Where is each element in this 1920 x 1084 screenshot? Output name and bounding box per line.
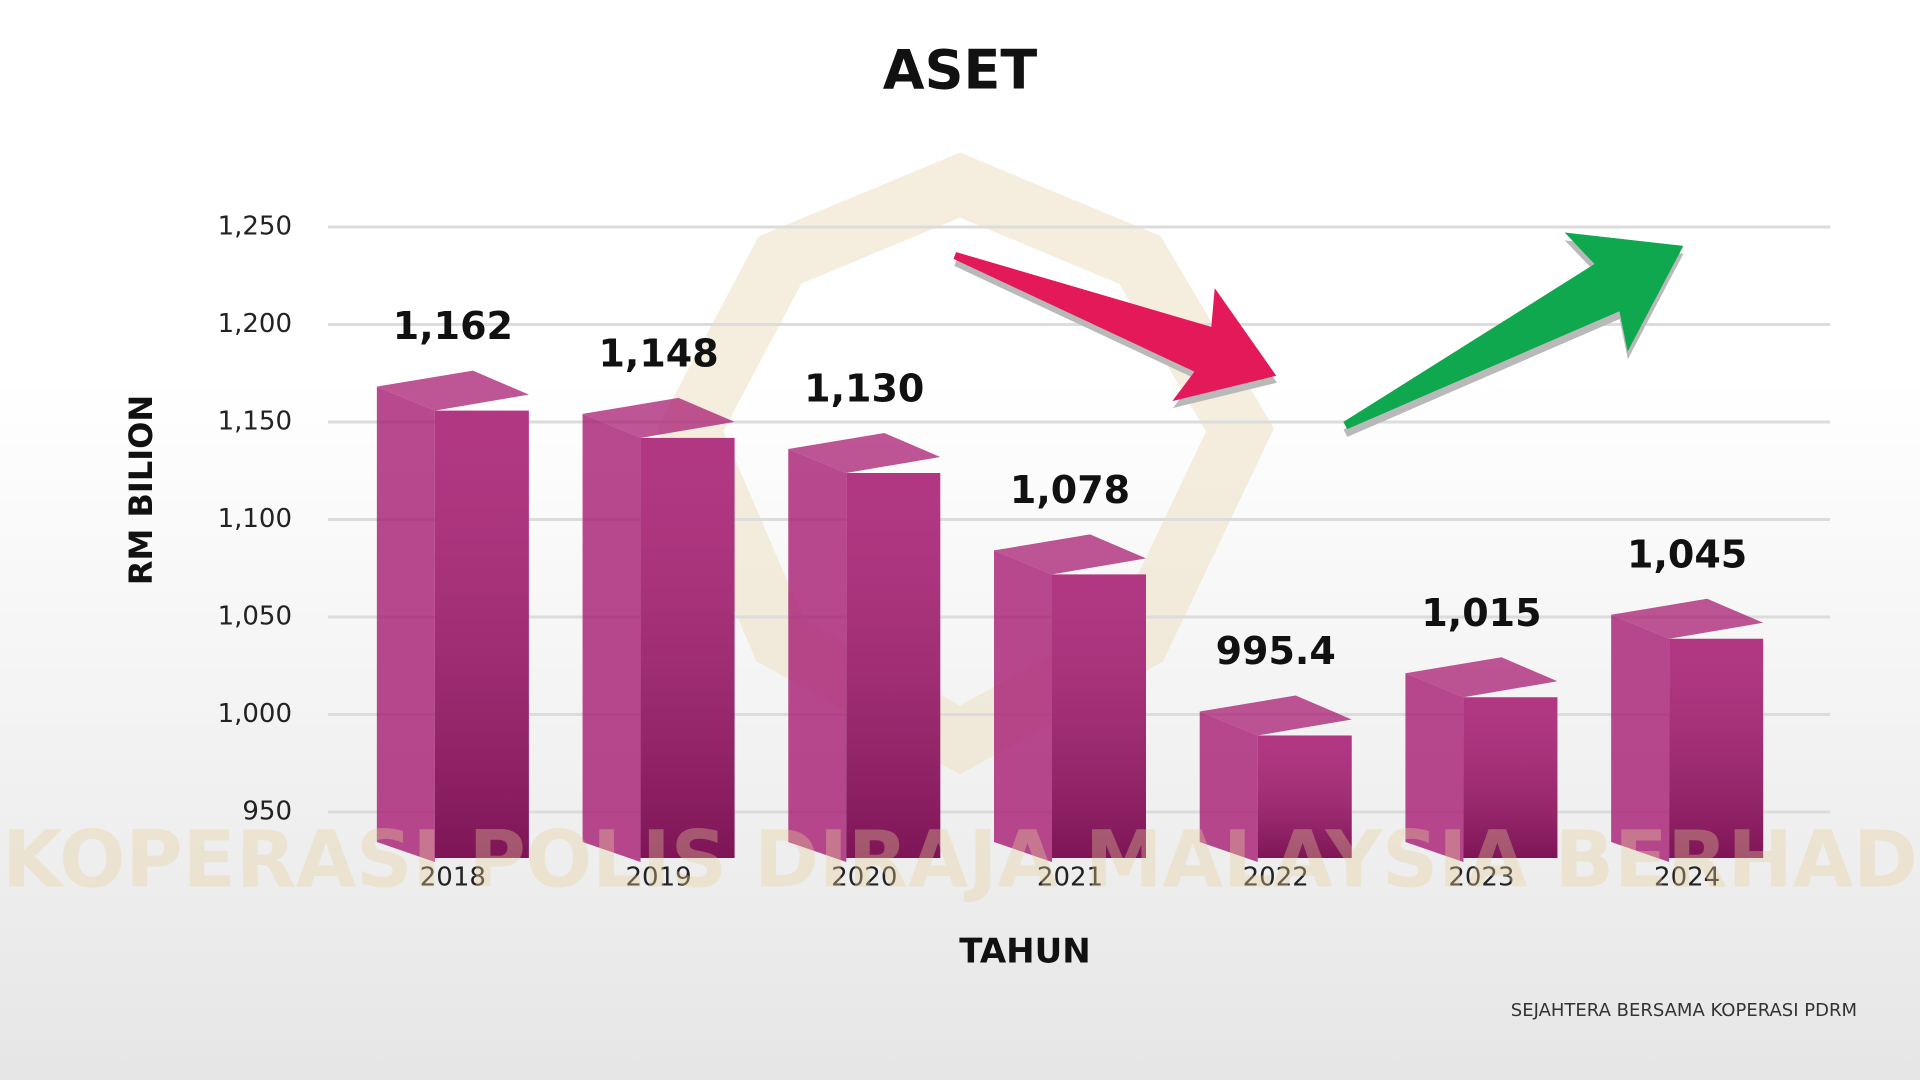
bar-top [582, 397, 735, 438]
plot: 950 1,000 1,050 1,100 1,150 1,200 1,250 1,162 20… [218, 212, 1830, 893]
y-tick-label: 1,150 [218, 407, 292, 437]
value-label: 1,078 [1010, 468, 1130, 512]
value-label: 995.4 [1216, 629, 1336, 673]
value-label: 1,015 [1421, 591, 1541, 635]
x-tick-label: 2021 [1037, 863, 1103, 893]
x-tick-label: 2023 [1448, 863, 1514, 893]
bar-top [788, 433, 941, 473]
y-tick-label: 1,000 [218, 699, 292, 729]
bar-top [376, 370, 529, 411]
bar-side [1199, 711, 1258, 862]
y-tick-label: 1,100 [218, 504, 292, 534]
bar-top [1611, 598, 1764, 639]
y-tick-label: 1,250 [218, 212, 292, 242]
bar-side [788, 449, 847, 862]
bar-shade [1257, 735, 1352, 858]
x-tick-label: 2022 [1243, 863, 1309, 893]
bar-side [582, 413, 641, 862]
footer: SEJAHTERA BERSAMA KOPERASI PDRM [1511, 1000, 1857, 1021]
bar-shade [1463, 697, 1558, 858]
bar-shade [1052, 574, 1146, 858]
bar-top [994, 534, 1146, 575]
y-tick-label: 1,200 [218, 309, 292, 339]
bar-side [376, 386, 435, 862]
x-tick-label: 2024 [1654, 863, 1720, 893]
x-axis-label: TAHUN [959, 932, 1090, 972]
chart-title: ASET [883, 39, 1038, 102]
down-arrow [953, 252, 1277, 409]
value-label: 1,045 [1627, 532, 1747, 576]
bar-top [1199, 695, 1352, 736]
y-axis-label: RM BILION [122, 395, 160, 585]
x-tick-label: 2018 [420, 863, 486, 893]
bar-shade [434, 410, 529, 858]
bar-side [994, 550, 1052, 862]
y-tick-label: 950 [242, 797, 292, 827]
bar-shade [640, 437, 735, 858]
value-label: 1,148 [598, 331, 718, 375]
bar-side [1611, 614, 1670, 862]
bar-side [1405, 673, 1464, 862]
x-tick-label: 2020 [831, 863, 897, 893]
bar-shade [1669, 638, 1764, 858]
y-tick-label: 1,050 [218, 602, 292, 632]
value-label: 1,130 [804, 367, 924, 411]
value-label: 1,162 [393, 304, 513, 348]
watermark: KOPERASI POLIS DIRAJA MALAYSIA BERHAD [2, 815, 1918, 905]
x-tick-label: 2019 [625, 863, 691, 893]
bar-shade [846, 473, 941, 858]
bar-top [1405, 657, 1558, 698]
up-arrow [1343, 232, 1684, 437]
